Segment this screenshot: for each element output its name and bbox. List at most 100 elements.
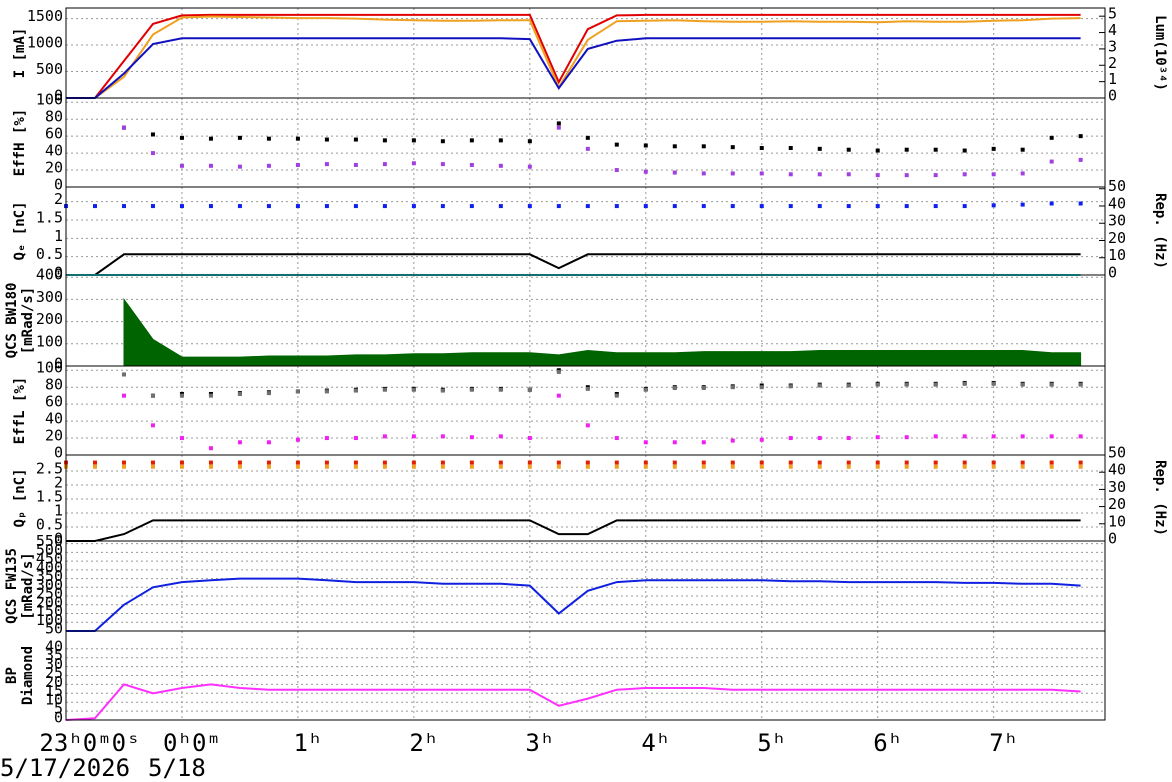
point xyxy=(266,460,271,465)
point xyxy=(643,143,648,148)
point xyxy=(469,435,474,440)
point xyxy=(469,138,474,143)
point xyxy=(846,436,851,441)
point xyxy=(469,460,474,465)
y2-tick-label: 5 xyxy=(1108,5,1117,23)
point xyxy=(672,170,677,175)
line xyxy=(66,253,1081,276)
point xyxy=(237,135,242,140)
point xyxy=(121,372,126,377)
y-tick-label: 40 xyxy=(45,142,63,160)
point xyxy=(324,460,329,465)
point xyxy=(527,387,532,392)
point xyxy=(846,383,851,388)
y2-tick-label: 2 xyxy=(1108,54,1117,72)
y-tick-label: 0 xyxy=(54,87,63,105)
point xyxy=(585,135,590,140)
point xyxy=(643,464,648,469)
point xyxy=(469,387,474,392)
point xyxy=(382,387,387,392)
point xyxy=(498,464,503,469)
point xyxy=(179,163,184,168)
point xyxy=(730,438,735,443)
panel-frame xyxy=(65,186,1106,276)
point xyxy=(730,171,735,176)
y-tick-label: 100 xyxy=(36,332,63,350)
y-axis-label: I [mA] xyxy=(12,28,28,79)
point xyxy=(759,437,764,442)
line xyxy=(66,15,1081,99)
y2-axis-label: Rep. (Hz) xyxy=(1152,460,1168,536)
point xyxy=(643,460,648,465)
point xyxy=(1049,434,1054,439)
point xyxy=(904,147,909,152)
point xyxy=(440,464,445,469)
point xyxy=(556,125,561,130)
point xyxy=(759,146,764,151)
y-tick-label: 100 xyxy=(36,611,63,629)
point xyxy=(846,172,851,177)
point xyxy=(962,434,967,439)
point xyxy=(1078,134,1083,139)
point xyxy=(440,204,445,209)
point xyxy=(701,204,706,209)
y2-tick-label: 1 xyxy=(1108,70,1117,88)
point xyxy=(237,391,242,396)
x-tick-label: 5ʰ xyxy=(757,729,786,757)
point xyxy=(179,393,184,398)
point xyxy=(1020,147,1025,152)
point xyxy=(962,148,967,153)
point xyxy=(846,460,851,465)
point xyxy=(730,204,735,209)
point xyxy=(614,204,619,209)
y2-tick-label: 40 xyxy=(1108,461,1126,479)
point xyxy=(440,460,445,465)
point xyxy=(962,460,967,465)
point xyxy=(208,464,213,469)
point xyxy=(382,460,387,465)
point xyxy=(643,169,648,174)
point xyxy=(1049,135,1054,140)
date-label: 5/18 xyxy=(148,754,206,782)
point xyxy=(817,146,822,151)
point xyxy=(991,381,996,386)
point xyxy=(585,146,590,151)
point xyxy=(875,435,880,440)
y-tick-label: 0.5 xyxy=(36,515,63,533)
point xyxy=(295,136,300,141)
point xyxy=(237,440,242,445)
point xyxy=(382,204,387,209)
point xyxy=(991,172,996,177)
point xyxy=(266,440,271,445)
y-tick-label: 50 xyxy=(45,620,63,638)
point xyxy=(295,437,300,442)
point xyxy=(382,464,387,469)
y-tick-label: 80 xyxy=(45,108,63,126)
y2-tick-label: 50 xyxy=(1108,177,1126,195)
point xyxy=(933,173,938,178)
point xyxy=(353,162,358,167)
point xyxy=(672,464,677,469)
point xyxy=(701,386,706,391)
point xyxy=(324,389,329,394)
point xyxy=(498,138,503,143)
y-tick-label: 15 xyxy=(45,682,63,700)
point xyxy=(933,204,938,209)
point xyxy=(672,440,677,445)
point xyxy=(556,460,561,465)
point xyxy=(237,464,242,469)
x-tick-label: 2ʰ xyxy=(409,729,438,757)
point xyxy=(411,460,416,465)
point xyxy=(585,204,590,209)
point xyxy=(933,434,938,439)
point xyxy=(585,423,590,428)
point xyxy=(759,460,764,465)
point xyxy=(556,369,561,374)
point xyxy=(266,136,271,141)
point xyxy=(208,393,213,398)
point xyxy=(788,460,793,465)
point xyxy=(498,460,503,465)
point xyxy=(527,436,532,441)
y-tick-label: 5 xyxy=(54,700,63,718)
point xyxy=(643,387,648,392)
